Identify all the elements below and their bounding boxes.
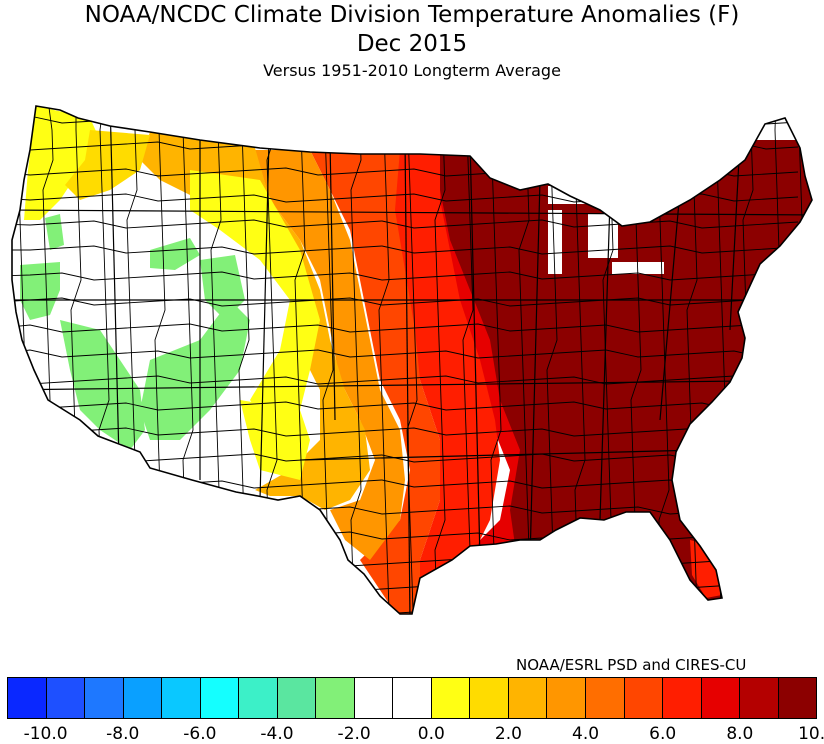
us-anomaly-map	[11, 105, 813, 615]
legend-swatch	[316, 678, 355, 718]
legend-tick-label: -10.0	[23, 724, 68, 744]
map-title: NOAA/NCDC Climate Division Temperature A…	[84, 2, 740, 28]
legend-swatch	[200, 678, 240, 718]
legend-swatch	[393, 678, 432, 718]
legend-swatch	[663, 678, 702, 718]
legend-swatch	[547, 678, 586, 718]
legend-swatch	[585, 678, 625, 718]
legend-tick-label: -8.0	[106, 724, 140, 744]
state-boundaries	[12, 106, 812, 614]
data-credit: NOAA/ESRL PSD and CIRES-CU	[516, 656, 747, 674]
legend-swatch	[8, 678, 47, 718]
legend-swatch	[470, 678, 509, 718]
map-date: Dec 2015	[356, 31, 468, 57]
legend-tick-label: 0.0	[417, 724, 445, 744]
legend-swatch	[239, 678, 278, 718]
legend-swatch	[740, 678, 779, 718]
legend-tick-label: 2.0	[494, 724, 522, 744]
legend-tick-label: 4.0	[572, 724, 600, 744]
legend-colorbar	[7, 677, 817, 719]
legend-swatch	[46, 678, 86, 718]
legend-swatch	[85, 678, 124, 718]
legend-swatch	[778, 678, 817, 718]
legend-swatch	[354, 678, 394, 718]
legend-swatch	[277, 678, 317, 718]
legend-swatch	[431, 678, 471, 718]
legend-swatch	[123, 678, 163, 718]
legend-tick-label: -4.0	[260, 724, 294, 744]
legend-tick-label: -6.0	[183, 724, 217, 744]
legend-swatch	[624, 678, 664, 718]
legend-swatch	[162, 678, 201, 718]
legend-swatch	[701, 678, 741, 718]
legend-tick-label: 6.0	[649, 724, 677, 744]
legend-tick-label: -2.0	[337, 724, 371, 744]
legend-tick-label: 8.0	[726, 724, 754, 744]
legend-swatch	[508, 678, 548, 718]
map-baseline-caption: Versus 1951-2010 Longterm Average	[263, 61, 561, 80]
legend-tick-label: 10.0	[798, 724, 824, 744]
